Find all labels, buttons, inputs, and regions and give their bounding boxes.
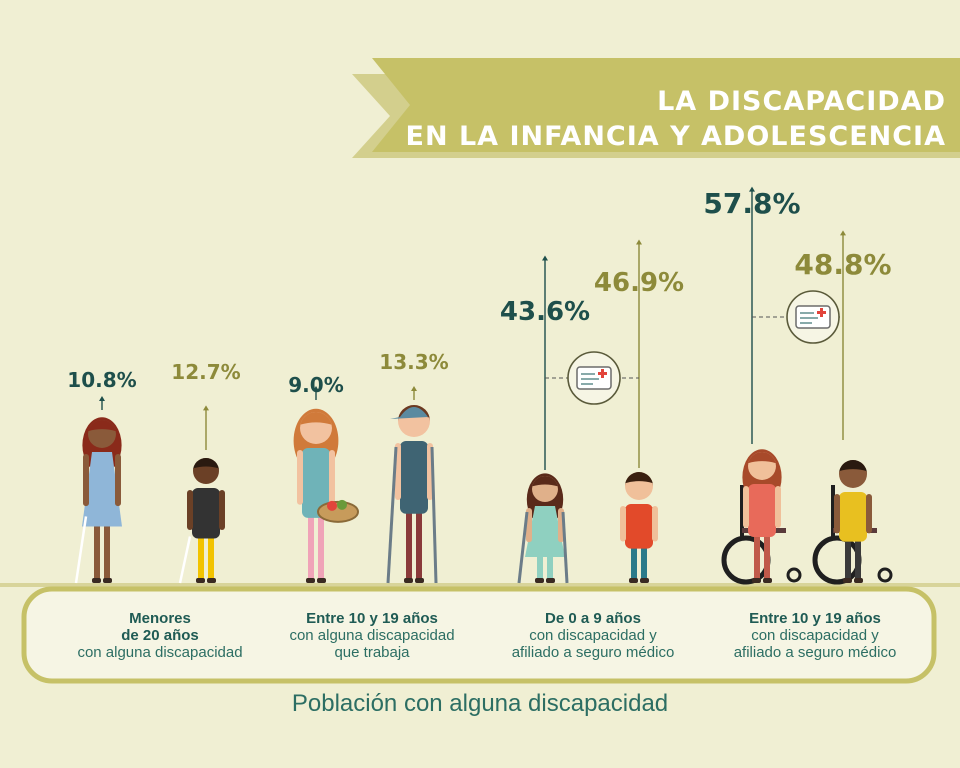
teen-boy-on-crutches <box>386 405 438 584</box>
child-blind-girl <box>74 417 122 584</box>
value-label-olive-1: 13.3% <box>379 350 449 374</box>
caption-line: con alguna discapacidad <box>289 627 455 644</box>
value-label-teal-3: 57.8% <box>703 187 801 220</box>
arrow-head-1-1 <box>411 386 417 391</box>
value-label-olive-3: 48.8% <box>794 248 892 281</box>
caption-line: De 0 a 9 años <box>545 610 641 627</box>
arrow-head-1-0 <box>203 405 209 411</box>
title-line-1: LA DISCAPACIDAD <box>657 86 946 117</box>
caption-line: con discapacidad y <box>751 627 879 644</box>
arrow-head-1-3 <box>840 230 846 236</box>
ground <box>0 583 960 587</box>
teen-girl-with-basket <box>293 408 359 583</box>
category-caption-1: Entre 10 y 19 años con alguna discapacida… <box>262 610 482 661</box>
value-label-olive-2: 46.9% <box>593 268 685 298</box>
category-caption-3: Entre 10 y 19 años con discapacidad y afil… <box>705 610 925 661</box>
arrow-head-1-2 <box>636 239 642 245</box>
health-insurance-card-icon <box>786 290 840 344</box>
arrow-head-0-0 <box>99 396 105 401</box>
arrow-head-0-1 <box>313 386 319 391</box>
arrow-head-0-2 <box>542 255 548 261</box>
category-caption-0: Menores de 20 años con alguna discapacidad <box>50 610 270 661</box>
caption-box <box>21 586 937 684</box>
value-label-olive-0: 12.7% <box>171 360 241 384</box>
caption-line: afiliado a seguro médico <box>733 644 897 661</box>
caption-line: de 20 años <box>121 627 199 644</box>
caption-line: con alguna discapacidad <box>77 644 243 661</box>
health-insurance-card-icon <box>567 351 621 405</box>
category-caption-2: De 0 a 9 años con discapacidad y afiliado … <box>483 610 703 661</box>
value-label-teal-2: 43.6% <box>499 297 591 327</box>
young-girl-with-walker <box>517 473 569 584</box>
caption-line: Entre 10 y 19 años <box>306 610 438 627</box>
title-line-2: EN LA INFANCIA Y ADOLESCENCIA <box>405 121 946 152</box>
teen-boy-in-wheelchair <box>834 460 872 583</box>
value-label-teal-0: 10.8% <box>67 368 137 392</box>
caption-line: que trabaja <box>334 644 410 661</box>
teen-girl-in-wheelchair <box>742 449 782 583</box>
footer-caption: Población con alguna discapacidad <box>291 690 669 717</box>
young-boy-signing <box>620 472 658 583</box>
caption-line: Entre 10 y 19 años <box>749 610 881 627</box>
child-blind-boy <box>178 458 225 584</box>
caption-line: Menores <box>129 610 191 627</box>
arrow-head-0-3 <box>749 186 755 192</box>
caption-line: con discapacidad y <box>529 627 657 644</box>
caption-line: afiliado a seguro médico <box>511 644 675 661</box>
title-banner <box>352 58 960 158</box>
value-label-teal-1: 9.0% <box>288 373 344 397</box>
